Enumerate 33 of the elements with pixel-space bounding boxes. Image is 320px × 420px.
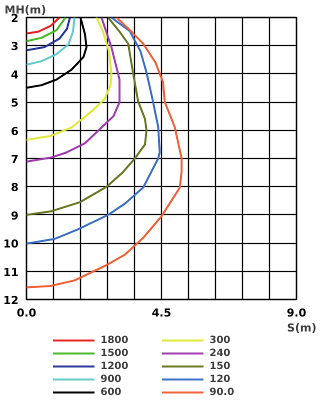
legend-label: 1800 [100,334,130,346]
y-tick-label: 5 [10,96,18,110]
y-tick-label: 10 [3,238,19,251]
legend-label: 120 [210,373,232,385]
legend-label: 240 [210,347,232,359]
line-series [26,18,148,216]
y-tick-label: 7 [10,153,18,166]
x-tick-label: 4.5 [152,306,172,320]
line-series [26,18,60,35]
line-series [26,18,76,66]
y-tick-label: 12 [3,294,19,307]
x-axis-title: S(m) [287,322,317,334]
legend-label: 300 [210,334,232,346]
legend-label: 90.0 [210,386,236,398]
y-tick-label: 11 [3,266,19,279]
line-series [26,18,112,141]
y-tick-label: 6 [10,124,19,138]
line-series [26,18,161,245]
line-series [26,18,66,42]
x-tick-label: 0.0 [16,306,37,320]
line-series [26,18,183,288]
line-series [26,18,71,52]
legend-label: 150 [210,360,232,372]
y-tick-label: 8 [10,181,18,194]
y-tick-label: 3 [10,40,18,54]
legend-label: 1200 [100,360,130,372]
y-tick-label: 4 [10,68,19,82]
legend-label: 1500 [100,347,130,359]
legend-label: 600 [100,386,122,398]
legend-label: 900 [100,373,122,385]
x-tick-label: 9.0 [286,306,307,320]
y-tick-label: 9 [10,209,18,222]
line-series [26,18,120,163]
